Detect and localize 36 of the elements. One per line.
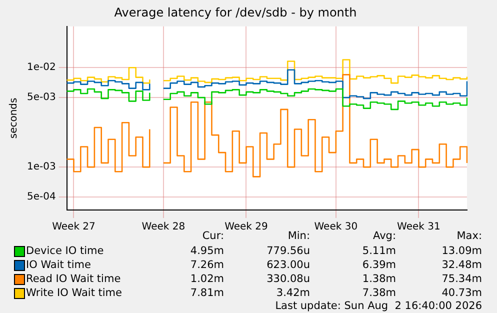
text: 7.26m: [189, 259, 224, 271]
x-tick-label: Week 29: [224, 222, 268, 233]
y-tick-label: 1e-02: [26, 62, 56, 74]
text: 4.95m: [189, 245, 224, 257]
x-tick-label: Week 30: [314, 222, 358, 233]
text: Avg:: [373, 230, 396, 242]
y-tick-label: 5e-03: [26, 92, 56, 104]
x-tick-label: Week 31: [397, 222, 440, 233]
text: 1.38m: [361, 273, 396, 285]
text: 40.73m: [440, 287, 482, 299]
text: 7.81m: [189, 287, 224, 299]
x-tick-label: Week 28: [142, 222, 186, 233]
text: 3.42m: [275, 287, 310, 299]
text: Min:: [288, 230, 310, 242]
text: 13.09m: [440, 245, 482, 257]
text: Max:: [456, 230, 482, 242]
y-axis-title: seconds: [8, 98, 20, 139]
text: 32.48m: [440, 259, 482, 271]
legend-label: IO Wait time: [26, 259, 91, 271]
text: 75.34m: [440, 273, 482, 285]
text: 330.08u: [266, 273, 310, 285]
legend-label: Write IO Wait time: [26, 287, 122, 299]
text: Cur:: [202, 230, 224, 242]
text: 6.39m: [361, 259, 396, 271]
text: 1.02m: [189, 273, 224, 285]
text: 623.00u: [266, 259, 310, 271]
text: 5.11m: [361, 245, 396, 257]
text: 7.38m: [361, 287, 396, 299]
text: 779.56u: [266, 245, 310, 257]
x-tick-label: Week 27: [52, 222, 96, 233]
chart-title: Average latency for /dev/sdb - by month: [114, 5, 357, 20]
y-tick-label: 5e-04: [26, 192, 56, 203]
y-tick-label: 1e-03: [26, 162, 56, 173]
legend-label: Read IO Wait time: [26, 273, 121, 285]
legend-label: Device IO time: [26, 245, 104, 257]
text: Last update: Sun Aug 2 16:40:00 2026: [274, 300, 482, 313]
